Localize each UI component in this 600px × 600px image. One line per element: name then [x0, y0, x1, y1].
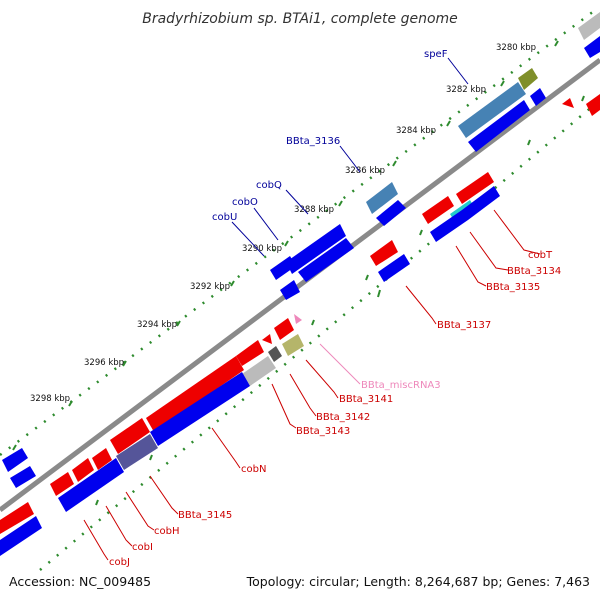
reverse-gene[interactable] [236, 340, 264, 366]
gene-label-cobo[interactable]: cobO [232, 197, 258, 208]
scale-label: 3286 kbp [345, 166, 385, 176]
scale-label: 3284 kbp [396, 126, 436, 136]
scale-label: 3296 kbp [84, 358, 124, 368]
forward-gene[interactable] [530, 88, 546, 106]
olive-feature[interactable] [518, 68, 538, 90]
forward-gene[interactable] [2, 448, 28, 472]
gray-feature[interactable] [242, 356, 276, 386]
forward-gene[interactable] [378, 254, 410, 282]
leader-lines [231, 57, 469, 257]
gene-label-cobt[interactable]: cobT [528, 250, 553, 261]
gene-label-bbta-3143[interactable]: BBta_3143 [296, 426, 350, 437]
forward-gene[interactable] [376, 200, 406, 226]
forward-gene[interactable] [150, 372, 250, 446]
gene-label-cobh[interactable]: cobH [154, 526, 179, 537]
scale-label: 3290 kbp [242, 244, 282, 254]
outer-tick-track [0, 6, 599, 457]
gene-label-bbta-3136[interactable]: BBta_3136 [286, 136, 340, 147]
forward-gene[interactable] [286, 224, 346, 274]
gene-label-cobj[interactable]: cobJ [109, 557, 130, 568]
reverse-gene[interactable] [262, 334, 272, 344]
gene-labels-forward: speF BBta_3136 cobQ cobO cobU [212, 49, 448, 223]
gene-label-bbta-3142[interactable]: BBta_3142 [316, 412, 370, 423]
steelblue-feature[interactable] [458, 82, 526, 138]
reverse-gene[interactable] [586, 94, 600, 116]
leader-lines-misc [319, 343, 361, 385]
forward-gene[interactable] [116, 434, 158, 470]
reverse-gene[interactable] [370, 240, 398, 266]
gene-label-bbta-3141[interactable]: BBta_3141 [339, 394, 393, 405]
forward-gene[interactable] [10, 466, 36, 488]
genome-backbone [0, 58, 600, 512]
forward-gene[interactable] [430, 186, 500, 242]
gene-label-cobu[interactable]: cobU [212, 212, 237, 223]
gene-labels-reverse: cobT BBta_3134 BBta_3135 BBta_3137 BBta_… [109, 250, 561, 568]
gene-label-cobq[interactable]: cobQ [256, 180, 282, 191]
reverse-gene[interactable] [562, 98, 574, 108]
scale-label: 3288 kbp [294, 205, 334, 215]
forward-gene[interactable] [298, 238, 354, 282]
reverse-gene[interactable] [110, 418, 150, 454]
reverse-gene[interactable] [456, 172, 494, 204]
gene-label-bbta-3135[interactable]: BBta_3135 [486, 282, 540, 293]
gene-label-bbta-3145[interactable]: BBta_3145 [178, 510, 232, 521]
steelblue-feature[interactable] [366, 182, 398, 214]
scale-label: 3292 kbp [190, 282, 230, 292]
gene-label-cobn[interactable]: cobN [241, 464, 266, 475]
forward-gene[interactable] [280, 280, 300, 300]
gene-label-bbta-miscrna3[interactable]: BBta_miscRNA3 [361, 380, 441, 391]
forward-gene[interactable] [468, 100, 530, 152]
gene-label-spef[interactable]: speF [424, 49, 448, 60]
olive-feature[interactable] [282, 334, 304, 356]
gray-feature[interactable] [268, 346, 282, 362]
reverse-gene[interactable] [422, 196, 454, 224]
gene-label-cobi[interactable]: cobI [132, 542, 153, 553]
gene-label-bbta-3134[interactable]: BBta_3134 [507, 266, 561, 277]
scale-label: 3294 kbp [137, 320, 177, 330]
gray-feature[interactable] [578, 12, 600, 40]
gene-features[interactable] [0, 12, 600, 556]
scale-label: 3280 kbp [496, 43, 536, 53]
reverse-gene[interactable] [274, 318, 294, 340]
forward-gene[interactable] [0, 516, 42, 556]
misc-rna-feature[interactable] [294, 314, 302, 324]
scale-label: 3282 kbp [446, 85, 486, 95]
map-title: Bradyrhizobium sp. BTAi1, complete genom… [142, 11, 458, 27]
leader-lines-reverse [83, 209, 541, 561]
accession-label: Accession: NC_009485 [9, 574, 151, 589]
forward-gene[interactable] [58, 458, 124, 512]
reverse-gene[interactable] [72, 458, 94, 482]
reverse-gene[interactable] [92, 448, 112, 470]
scale-labels: 3280 kbp 3282 kbp 3284 kbp 3286 kbp 3288… [30, 43, 536, 404]
topology-label: Topology: circular; Length: 8,264,687 bp… [246, 574, 590, 589]
forward-gene[interactable] [584, 36, 600, 58]
inner-tick-track [39, 99, 600, 571]
gene-label-bbta-3137[interactable]: BBta_3137 [437, 320, 491, 331]
scale-label: 3298 kbp [30, 394, 70, 404]
reverse-gene[interactable] [146, 356, 244, 432]
reverse-gene[interactable] [50, 472, 74, 496]
reverse-gene[interactable] [0, 502, 34, 534]
